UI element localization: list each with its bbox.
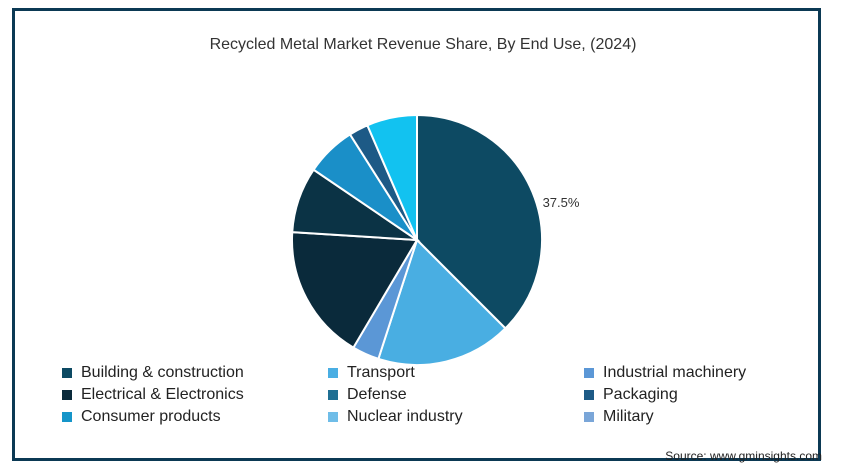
legend-swatch <box>62 412 72 422</box>
chart-title: Recycled Metal Market Revenue Share, By … <box>209 36 637 53</box>
legend-label: Packaging <box>603 386 678 403</box>
pie-slice-building-construction <box>416 113 543 330</box>
legend-swatch <box>584 368 594 378</box>
legend-item-nuclear-industry: Nuclear industry <box>328 408 463 426</box>
legend-label: Defense <box>347 386 407 403</box>
legend-item-packaging: Packaging <box>584 386 678 404</box>
pie-slice-nuclear-industry <box>366 113 418 241</box>
legend-item-defense: Defense <box>328 386 407 404</box>
legend-item-electrical-electronics: Electrical & Electronics <box>62 386 244 404</box>
legend-label: Consumer products <box>81 408 221 425</box>
legend-swatch <box>328 412 338 422</box>
legend-item-transport: Transport <box>328 364 415 382</box>
legend-label: Transport <box>347 364 415 381</box>
legend-item-consumer-products: Consumer products <box>62 408 221 426</box>
data-label-building-construction: 37.5% <box>543 195 580 210</box>
source-note: Source: www.gminsights.com <box>665 449 822 463</box>
legend-item-military: Military <box>584 408 654 426</box>
legend-item-building-construction: Building & construction <box>62 364 244 382</box>
legend-swatch <box>328 390 338 400</box>
legend-label: Industrial machinery <box>603 364 747 381</box>
legend-label: Building & construction <box>81 364 244 381</box>
legend-swatch <box>328 368 338 378</box>
legend-swatch <box>62 390 72 400</box>
legend-swatch <box>584 390 594 400</box>
legend-swatch <box>62 368 72 378</box>
legend-item-industrial-machinery: Industrial machinery <box>584 364 746 382</box>
legend-swatch <box>584 412 594 422</box>
legend-label: Electrical & Electronics <box>81 386 244 403</box>
legend-label: Military <box>603 408 654 425</box>
pie-slice-electrical-electronics <box>291 231 419 349</box>
legend-label: Nuclear industry <box>347 408 463 425</box>
pie-slice-transport <box>377 238 507 366</box>
